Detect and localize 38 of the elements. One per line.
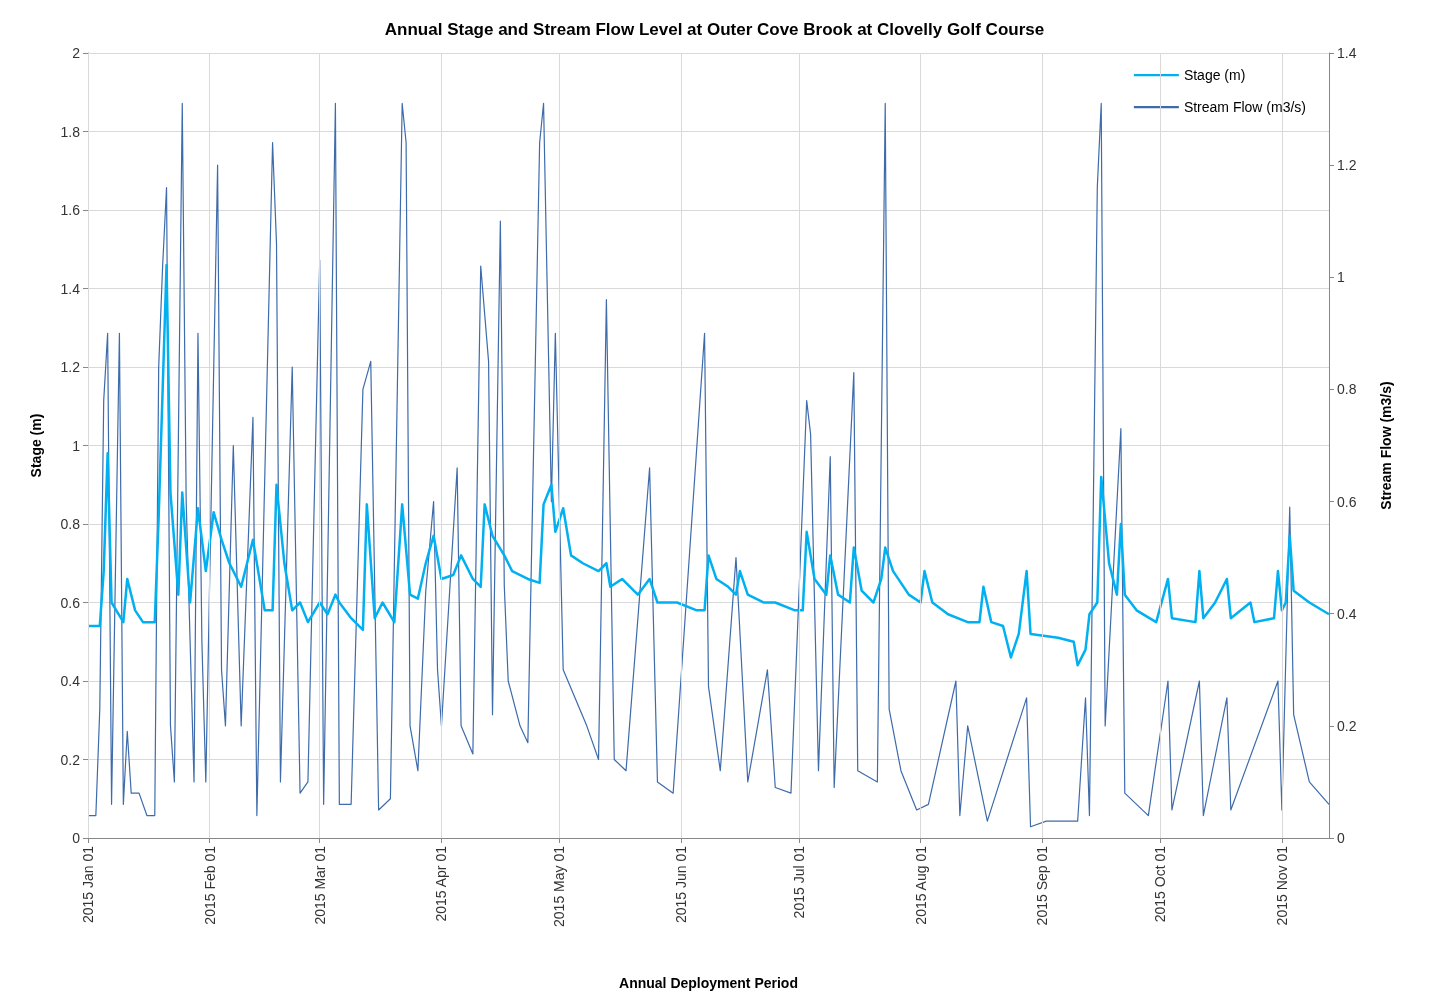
y-tick-label: 2 xyxy=(72,45,81,61)
y2-tick-label: 1 xyxy=(1337,269,1345,286)
x-tick-label: 2015 Feb 01 xyxy=(201,845,218,925)
x-tick-label: 2015 Aug 01 xyxy=(912,845,929,925)
y-axis-title: Stage (m) xyxy=(28,413,44,478)
legend-label: Stage (m) xyxy=(1183,67,1246,83)
x-tick-label: 2015 Mar 01 xyxy=(311,845,328,925)
y-tick-label: 0.2 xyxy=(60,751,81,768)
x-tick-label: 2015 May 01 xyxy=(551,845,568,927)
y2-tick-label: 1.2 xyxy=(1337,157,1357,174)
x-tick-label: 2015 Nov 01 xyxy=(1273,845,1290,926)
x-tick-label: 2015 Jan 01 xyxy=(80,845,96,924)
line-series xyxy=(86,263,1331,667)
y2-axis-title: Stream Flow (m3/s) xyxy=(1378,381,1394,510)
x-tick-label: 2015 Apr 01 xyxy=(433,845,450,922)
y-tick-label: 0.4 xyxy=(60,673,81,689)
y2-tick-label: 1.4 xyxy=(1337,45,1357,61)
y2-tick-label: 0.2 xyxy=(1337,717,1357,734)
x-axis-title: Annual Deployment Period xyxy=(619,975,798,991)
legend-label: Stream Flow (m3/s) xyxy=(1183,99,1306,115)
y-tick-label: 1 xyxy=(72,437,81,454)
line-series xyxy=(87,102,1330,828)
y2-tick-label: 0.4 xyxy=(1337,605,1357,622)
y-tick-label: 0.6 xyxy=(60,594,81,611)
y-tick-label: 0.8 xyxy=(60,516,81,532)
y2-tick-label: 0.8 xyxy=(1337,381,1357,398)
y-tick-label: 1.2 xyxy=(60,359,81,375)
chart-title: Annual Stage and Stream Flow Level at Outer Cove Brook at Clovelly Golf Course xyxy=(384,20,1045,39)
y2-tick-label: 0.6 xyxy=(1337,493,1357,510)
x-tick-label: 2015 Sep 01 xyxy=(1034,845,1051,926)
y-tick-label: 1.6 xyxy=(60,202,81,218)
y-tick-label: 1.8 xyxy=(60,123,81,140)
y-tick-label: 0 xyxy=(72,830,81,846)
x-tick-label: 2015 Oct 01 xyxy=(1152,845,1169,923)
y2-tick-label: 0 xyxy=(1337,830,1345,846)
y-tick-label: 1.4 xyxy=(60,280,81,297)
x-tick-label: 2015 Jun 01 xyxy=(673,845,690,924)
x-tick-label: 2015 Jul 01 xyxy=(790,845,807,919)
